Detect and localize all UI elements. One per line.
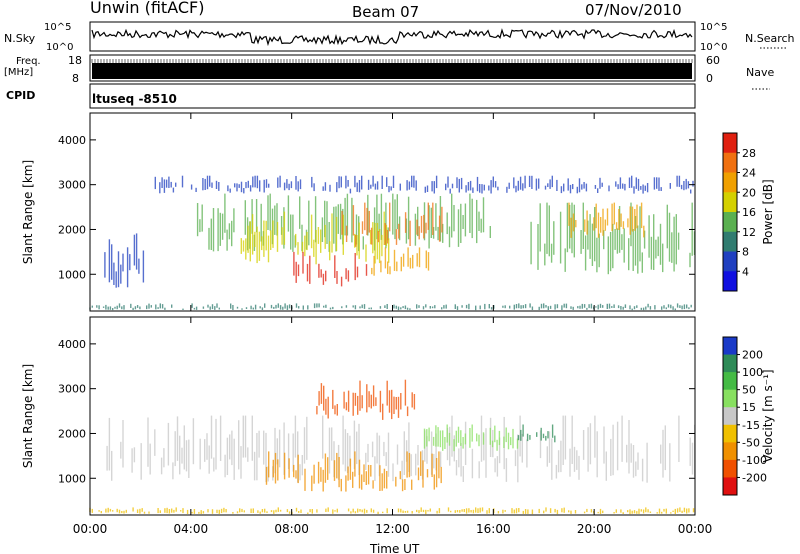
nsky-trace: [91, 28, 693, 47]
colorbar-tick-label: 200: [742, 349, 763, 362]
x-tick-label: 20:00: [577, 522, 612, 536]
power-echo-region: [154, 175, 694, 194]
colorbar-swatch: [723, 231, 737, 252]
velocity-panel: 1000 2000 3000 4000 Slant Range [km] 00:00 04:…: [21, 316, 713, 536]
power-echo-region: [568, 202, 645, 238]
x-tick-label: 00:00: [73, 522, 108, 536]
x-tick-label: 12:00: [375, 522, 410, 536]
power-echo-region: [240, 211, 390, 265]
y-tick-label: 4000: [58, 134, 86, 147]
colorbar-tick-label: 24: [742, 167, 756, 180]
nave-label: Nave: [746, 66, 774, 79]
nsky-tick-bottom-right: 10^0: [700, 42, 727, 53]
colorbar-tick-label: 50: [742, 384, 756, 397]
colorbar-tick-label: -50: [742, 436, 760, 449]
nsky-label: N.Sky: [4, 32, 36, 45]
velocity-echo-region: [316, 379, 416, 420]
freq-label: Freq.: [16, 56, 41, 67]
power-echo-region: [104, 233, 145, 288]
cpid-value: ltuseq -8510: [92, 92, 177, 106]
colorbar-swatch: [723, 212, 737, 233]
colorbar-swatch: [723, 354, 737, 373]
x-tick-label: 16:00: [476, 522, 511, 536]
beam-title: Beam 07: [352, 3, 419, 21]
freq-tick-bottom: 8: [72, 72, 79, 85]
nsky-tick-top-right: 10^5: [700, 22, 727, 33]
colorbar-swatch: [723, 389, 737, 408]
y-tick-label: 4000: [58, 338, 86, 351]
colorbar-tick-label: 28: [742, 147, 756, 160]
y-tick-label: 3000: [58, 383, 86, 396]
colorbar-swatch: [723, 251, 737, 272]
freq-panel: [89, 54, 696, 82]
colorbar-label: Velocity [m s⁻¹]: [761, 369, 775, 462]
power-echo-region: [371, 247, 430, 276]
station-title: Unwin (fitACF): [90, 0, 204, 17]
colorbar-swatch: [723, 271, 737, 292]
colorbar-swatch: [723, 459, 737, 478]
y-axis-label: Slant Range [km]: [21, 160, 35, 264]
velocity-echo-region: [89, 507, 695, 515]
nsky-tick-bottom: 10^0: [46, 42, 73, 53]
nsky-panel: [89, 21, 696, 52]
y-tick-label: 1000: [58, 268, 86, 281]
y-tick-label: 2000: [58, 223, 86, 236]
colorbar-tick-label: -15: [742, 419, 760, 432]
colorbar-swatch: [723, 337, 737, 356]
colorbar-tick-label: 20: [742, 186, 756, 199]
colorbar-swatch: [723, 442, 737, 461]
cpid-label: CPID: [6, 89, 35, 102]
y-tick-label: 3000: [58, 179, 86, 192]
velocity-colorbar: 200 100 50 15 -15 -50 -100 -200 Velocity [m s⁻¹]: [722, 336, 775, 496]
x-tick-label: 04:00: [174, 522, 209, 536]
power-echo-region: [293, 251, 368, 287]
colorbar-swatch: [723, 424, 737, 443]
colorbar-swatch: [723, 372, 737, 391]
velocity-echo-region: [265, 451, 442, 492]
colorbar-swatch: [723, 407, 737, 426]
velocity-echo-region: [517, 424, 556, 443]
colorbar-swatch: [723, 172, 737, 193]
colorbar-tick-label: 100: [742, 366, 763, 379]
velocity-echo-region: [423, 424, 519, 452]
power-panel: 1000 2000 3000 4000 Slant Range [km]: [21, 112, 696, 312]
y-tick-label: 1000: [58, 472, 86, 485]
colorbar-tick-label: 4: [742, 265, 749, 278]
date-title: 07/Nov/2010: [585, 1, 682, 19]
nave-tick-bottom: 0: [706, 72, 713, 85]
colorbar-swatch: [723, 192, 737, 213]
x-tick-label: 08:00: [274, 522, 309, 536]
nsky-tick-top: 10^5: [44, 22, 71, 33]
velocity-echo-region: [106, 415, 696, 483]
xaxis-label: Time UT: [369, 542, 420, 554]
colorbar-label: Power [dB]: [761, 179, 775, 244]
power-colorbar: 4 8 12 16 20 24 28 Power [dB]: [722, 132, 775, 292]
y-axis-label: Slant Range [km]: [21, 364, 35, 468]
power-echo-region: [89, 303, 692, 311]
power-echo-region: [341, 202, 443, 247]
colorbar-swatch: [723, 152, 737, 173]
cpid-panel: [89, 83, 696, 109]
freq-tick-top: 18: [68, 54, 82, 67]
colorbar-tick-label: 16: [742, 206, 756, 219]
colorbar-swatch: [723, 477, 737, 496]
colorbar-tick-label: 12: [742, 226, 756, 239]
y-tick-label: 2000: [58, 427, 86, 440]
colorbar-tick-label: -100: [742, 454, 767, 467]
colorbar-tick-label: 15: [742, 401, 756, 414]
nave-tick-top: 60: [706, 54, 720, 67]
freq-unit: [MHz]: [4, 67, 33, 78]
colorbar-swatch: [723, 133, 737, 154]
colorbar-tick-label: 8: [742, 246, 749, 259]
nsearch-label: N.Search: [745, 32, 795, 45]
freq-trace: [91, 59, 693, 63]
colorbar-tick-label: -200: [742, 471, 767, 484]
x-tick-label: 00:00: [678, 522, 713, 536]
